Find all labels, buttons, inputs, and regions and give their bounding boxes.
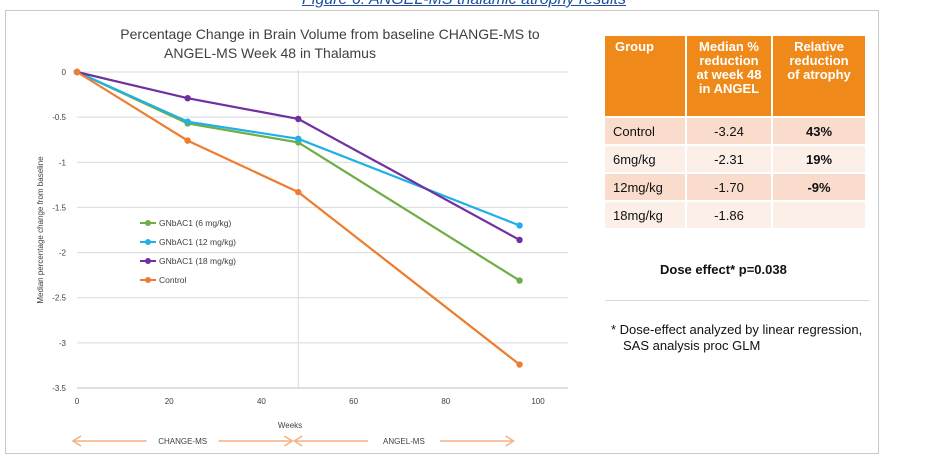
phase-arrow-head-right — [505, 435, 515, 447]
table-header-row: Group Median % reduction at week 48 in A… — [605, 36, 865, 117]
footnote-line2: SAS analysis proc GLM — [623, 338, 761, 353]
data-point — [295, 135, 302, 143]
phase-label: ANGEL-MS — [383, 437, 425, 446]
header-line: Relative — [794, 39, 844, 54]
data-point — [184, 118, 191, 125]
series-line — [76, 71, 521, 366]
x-tick-label: 20 — [165, 397, 174, 406]
phase-arrow-head-left — [71, 435, 82, 447]
y-tick-label: -2 — [59, 249, 67, 258]
legend-marker — [145, 239, 151, 245]
table-row: 18mg/kg -1.86 — [605, 200, 865, 228]
data-point — [516, 277, 523, 284]
chart-title: ANGEL-MS Week 48 in Thalamus — [164, 45, 376, 61]
x-tick-label: 100 — [531, 397, 545, 406]
table-cell-median: -3.24 — [686, 116, 773, 145]
table-header-group: Group — [605, 36, 687, 117]
series-line — [76, 70, 520, 227]
data-point — [516, 361, 523, 368]
header-line: at week 48 — [696, 67, 762, 82]
x-tick-label: 60 — [349, 397, 358, 406]
table-cell-median: -1.86 — [686, 200, 773, 228]
data-point — [184, 94, 191, 102]
table-cell-median: -1.70 — [686, 172, 773, 201]
table-cell-group: 12mg/kg — [605, 172, 687, 201]
chart-title: Percentage Change in Brain Volume from b… — [120, 26, 540, 42]
dose-effect-text: Dose effect* p=0.038 — [660, 262, 787, 277]
table-row: 12mg/kg -1.70 -9% — [605, 172, 865, 201]
data-point — [184, 137, 191, 144]
y-tick-label: -1.5 — [52, 203, 66, 212]
data-point — [516, 222, 523, 229]
x-tick-label: 40 — [257, 397, 266, 406]
x-tick-label: 0 — [75, 397, 80, 406]
data-point — [295, 188, 302, 196]
phase-arrow-head-left — [292, 435, 303, 447]
phase-arrow-head-right — [283, 435, 294, 447]
legend-marker — [145, 258, 151, 264]
y-tick-label: -2.5 — [52, 294, 66, 303]
header-line: in ANGEL — [698, 81, 760, 96]
legend-marker — [145, 277, 151, 283]
x-axis-label: Weeks — [278, 421, 302, 430]
results-table: Group Median % reduction at week 48 in A… — [605, 36, 865, 228]
y-axis-label: Median percentage change from baseline — [36, 156, 45, 304]
data-point — [516, 236, 523, 244]
table-row: Control -3.24 43% — [605, 116, 865, 145]
data-point — [295, 115, 302, 123]
table-cell-relative: 19% — [772, 144, 865, 173]
divider — [605, 300, 870, 301]
y-tick-label: -0.5 — [52, 113, 66, 122]
table-cell-group: 18mg/kg — [605, 200, 687, 228]
header-line: Median % — [699, 39, 759, 54]
y-tick-label: -1 — [59, 158, 67, 167]
header-line: reduction — [789, 53, 849, 68]
table-cell-relative: 43% — [772, 116, 865, 145]
x-tick-label: 80 — [441, 397, 450, 406]
table-cell-group: Control — [605, 116, 687, 145]
legend-label: GNbAC1 (18 mg/kg) — [159, 256, 236, 266]
table-cell-relative — [772, 200, 865, 228]
y-tick-label: -3 — [59, 339, 67, 348]
table-header-median: Median % reduction at week 48 in ANGEL — [686, 36, 773, 117]
data-point — [73, 68, 81, 76]
y-tick-label: 0 — [62, 68, 67, 77]
y-tick-label: -3.5 — [52, 384, 66, 393]
table-row: 6mg/kg -2.31 19% — [605, 144, 865, 173]
table-cell-median: -2.31 — [686, 144, 773, 173]
table-cell-relative: -9% — [772, 172, 865, 201]
series-line — [76, 70, 521, 241]
legend-label: GNbAC1 (12 mg/kg) — [159, 237, 236, 247]
phase-label: CHANGE-MS — [158, 437, 207, 446]
footnote-line1: * Dose-effect analyzed by linear regress… — [611, 322, 863, 337]
legend-label: GNbAC1 (6 mg/kg) — [159, 218, 231, 228]
header-line: of atrophy — [787, 67, 851, 82]
table-cell-group: 6mg/kg — [605, 144, 687, 173]
legend-label: Control — [159, 275, 187, 285]
table-header-relative: Relative reduction of atrophy — [772, 36, 865, 117]
header-line: reduction — [699, 53, 759, 68]
header-line: Group — [615, 39, 654, 54]
figure-caption: Figure 6: ANGEL-MS thalamic atrophy resu… — [0, 0, 928, 9]
legend-marker — [145, 220, 151, 226]
